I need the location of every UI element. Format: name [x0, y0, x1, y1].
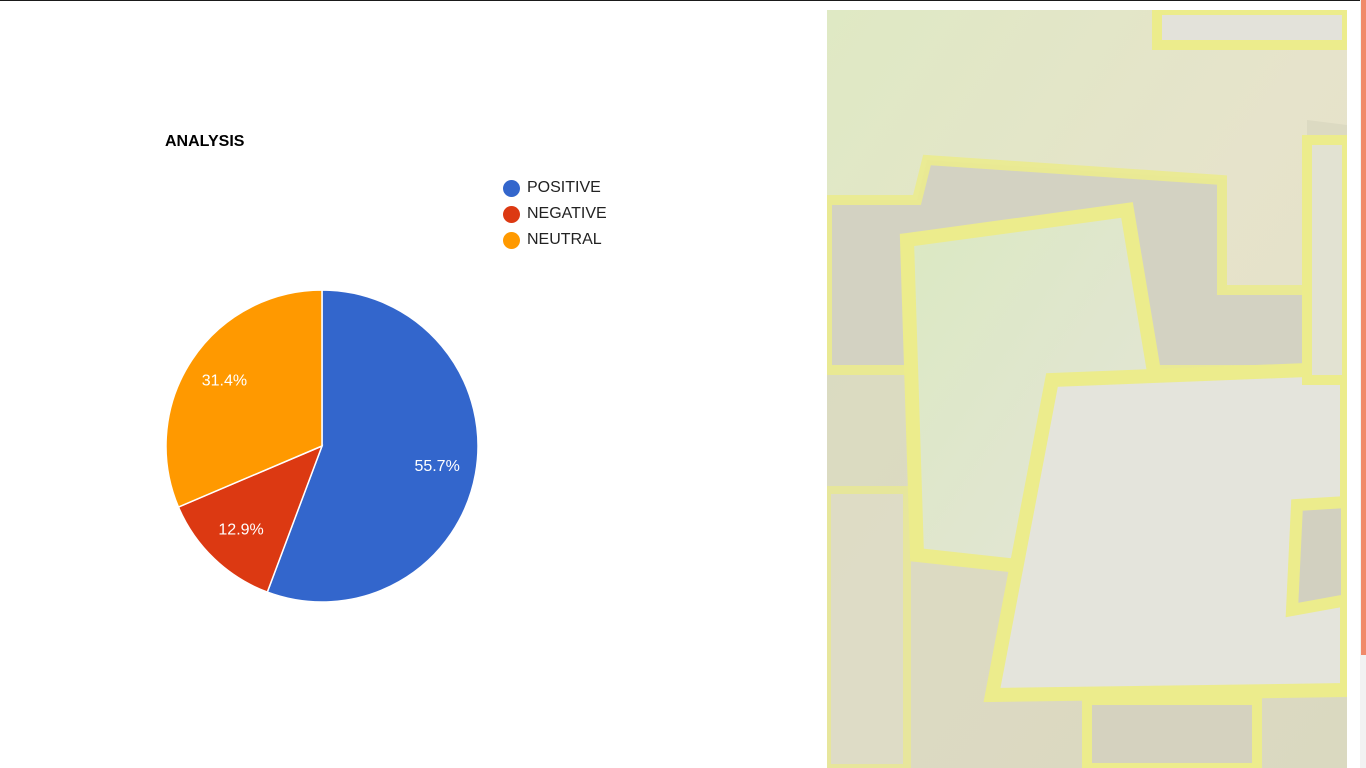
- legend-item-positive[interactable]: POSITIVE: [503, 175, 607, 201]
- slice-label-neutral: 31.4%: [202, 373, 247, 390]
- pie-chart-canvas: 55.7% 12.9% 31.4%: [165, 289, 479, 603]
- pie-chart: ANALYSIS 55.7% 12.9% 31.4% POSITIVE NEGATI…: [165, 133, 607, 603]
- legend-swatch-negative: [503, 205, 520, 223]
- legend-swatch-positive: [503, 179, 520, 197]
- slice-label-positive: 55.7%: [414, 458, 459, 475]
- pie-slice-positive[interactable]: [266, 289, 479, 603]
- pie-slices: [165, 289, 479, 603]
- legend-item-neutral[interactable]: NEUTRAL: [503, 227, 607, 253]
- legend-label-neutral: NEUTRAL: [527, 231, 602, 248]
- pie-slice-labels: 55.7% 12.9% 31.4%: [202, 373, 460, 539]
- scrollbar-thumb[interactable]: [1361, 0, 1366, 655]
- legend-label-negative: NEGATIVE: [527, 205, 607, 222]
- legend-label-positive: POSITIVE: [527, 179, 601, 196]
- chart-title: ANALYSIS: [165, 133, 245, 150]
- legend-swatch-neutral: [503, 231, 520, 249]
- pie-slice-neutral[interactable]: [165, 289, 323, 509]
- abstract-yellow-frames-image: [827, 10, 1347, 768]
- decorative-background-image: [827, 10, 1347, 768]
- pie-slice-negative[interactable]: [177, 444, 324, 594]
- legend-item-negative[interactable]: NEGATIVE: [503, 201, 607, 227]
- chart-legend: POSITIVE NEGATIVE NEUTRAL: [503, 175, 607, 253]
- window-top-border: [0, 0, 1366, 1]
- slice-label-negative: 12.9%: [218, 522, 263, 539]
